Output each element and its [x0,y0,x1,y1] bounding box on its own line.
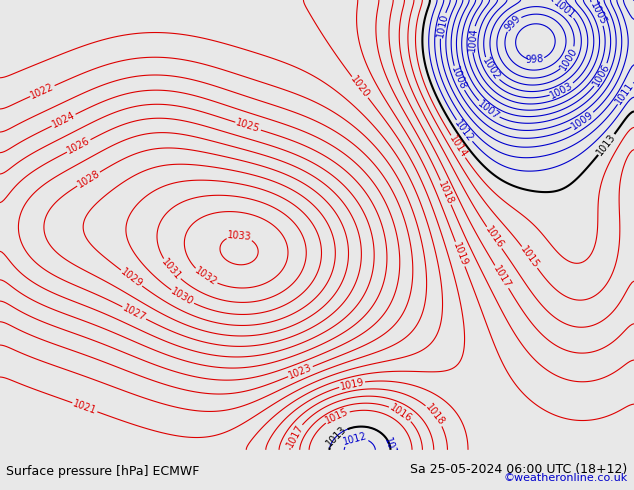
Text: 1022: 1022 [29,81,56,100]
Text: 1001: 1001 [552,0,577,21]
Text: 999: 999 [503,13,523,33]
Text: 1019: 1019 [451,241,469,268]
Text: 1000: 1000 [559,46,579,72]
Text: 1016: 1016 [483,225,505,250]
Text: 1009: 1009 [570,109,596,131]
Text: 1003: 1003 [549,80,575,100]
Text: 1010: 1010 [435,13,450,39]
Text: 1020: 1020 [349,74,372,100]
Text: 1015: 1015 [324,407,351,426]
Text: 998: 998 [525,54,544,65]
Text: ©weatheronline.co.uk: ©weatheronline.co.uk [503,473,628,483]
Text: 1012: 1012 [453,118,476,144]
Text: 1017: 1017 [285,422,305,449]
Text: 1033: 1033 [227,230,252,242]
Text: 1004: 1004 [467,26,479,52]
Text: 1029: 1029 [119,267,145,290]
Text: 1016: 1016 [388,402,414,424]
Text: 1012: 1012 [342,431,368,447]
Text: 1014: 1014 [447,134,469,160]
Text: 1032: 1032 [193,266,219,288]
Text: 1013: 1013 [595,132,618,157]
Text: 1018: 1018 [436,179,455,206]
Text: 1008: 1008 [450,65,468,92]
Text: 1017: 1017 [491,264,512,290]
Text: 1015: 1015 [519,245,541,270]
Text: Sa 25-05-2024 06:00 UTC (18+12): Sa 25-05-2024 06:00 UTC (18+12) [410,463,628,476]
Text: 1024: 1024 [50,110,77,130]
Text: 1021: 1021 [72,398,98,416]
Text: 1011: 1011 [614,80,634,106]
Text: 1013: 1013 [325,424,349,448]
Text: 1023: 1023 [287,362,314,381]
Text: 1007: 1007 [476,98,501,122]
Text: 1030: 1030 [169,287,195,308]
Text: Surface pressure [hPa] ECMWF: Surface pressure [hPa] ECMWF [6,465,200,478]
Text: 1028: 1028 [75,169,101,190]
Text: 1002: 1002 [481,56,501,82]
Text: 1018: 1018 [424,402,446,428]
Text: 1005: 1005 [588,0,608,27]
Text: 1031: 1031 [160,257,183,282]
Text: 1019: 1019 [339,377,365,392]
Text: 1026: 1026 [65,136,92,156]
Text: 1006: 1006 [591,62,612,88]
Text: 1013: 1013 [382,437,399,463]
Text: 1027: 1027 [121,303,148,323]
Text: 1025: 1025 [235,118,261,135]
